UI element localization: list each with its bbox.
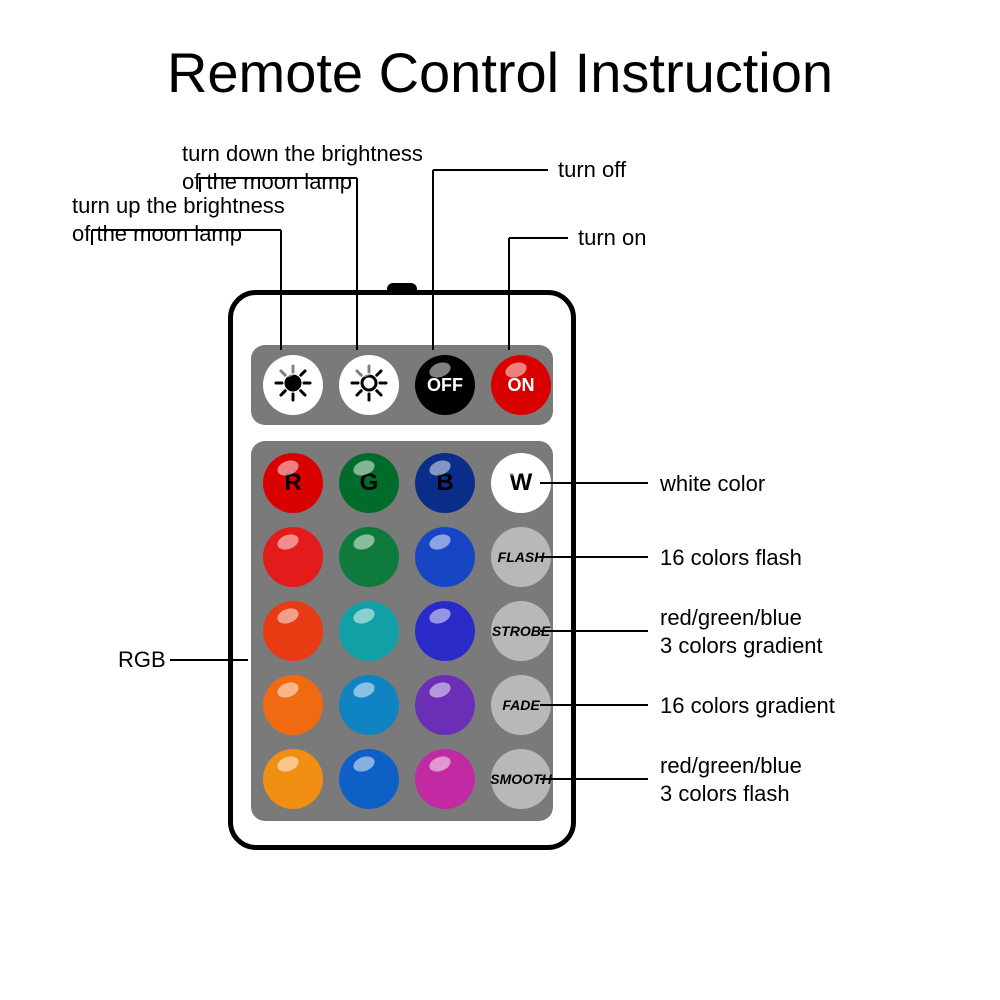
color-button[interactable]: [339, 601, 399, 661]
color-button[interactable]: [415, 601, 475, 661]
sun-down-icon: [350, 364, 388, 407]
callout-fade: 16 colors gradient: [660, 692, 835, 720]
strobe-button[interactable]: STROBE: [491, 601, 551, 661]
callout-flash: 16 colors flash: [660, 544, 802, 572]
sun-up-icon: [274, 364, 312, 407]
page-title: Remote Control Instruction: [0, 40, 1000, 105]
color-button[interactable]: [415, 675, 475, 735]
off-label: OFF: [427, 375, 463, 396]
b-button[interactable]: B: [415, 453, 475, 513]
r-button[interactable]: R: [263, 453, 323, 513]
ir-emitter: [387, 283, 417, 295]
color-button[interactable]: [339, 527, 399, 587]
w-button[interactable]: W: [491, 453, 551, 513]
brightness-down-button[interactable]: [339, 355, 399, 415]
fade-label: FADE: [502, 697, 539, 713]
color-button[interactable]: [263, 527, 323, 587]
color-button[interactable]: [415, 749, 475, 809]
callout-brightness-down: turn down the brightnessof the moon lamp: [182, 140, 462, 195]
callout-off: turn off: [558, 156, 626, 184]
callout-white: white color: [660, 470, 765, 498]
smooth-label: SMOOTH: [490, 771, 551, 787]
on-label: ON: [508, 375, 535, 396]
fade-button[interactable]: FADE: [491, 675, 551, 735]
off-button[interactable]: OFF: [415, 355, 475, 415]
g-label: G: [360, 469, 379, 497]
w-label: W: [510, 469, 533, 497]
color-button[interactable]: [263, 601, 323, 661]
g-button[interactable]: G: [339, 453, 399, 513]
callout-on: turn on: [578, 224, 647, 252]
color-button[interactable]: [263, 749, 323, 809]
color-button[interactable]: [339, 675, 399, 735]
callout-rgb: RGB: [118, 646, 166, 674]
callout-strobe: red/green/blue3 colors gradient: [660, 604, 823, 659]
remote-body: OFF ON R G B W FLASH STROBE FADE SMOOTH: [228, 290, 576, 850]
strobe-label: STROBE: [492, 623, 550, 639]
flash-label: FLASH: [498, 549, 545, 565]
color-button[interactable]: [263, 675, 323, 735]
callout-smooth: red/green/blue3 colors flash: [660, 752, 802, 807]
top-panel: OFF ON: [251, 345, 553, 425]
brightness-up-button[interactable]: [263, 355, 323, 415]
smooth-button[interactable]: SMOOTH: [491, 749, 551, 809]
r-label: R: [284, 469, 301, 497]
color-button[interactable]: [415, 527, 475, 587]
color-button[interactable]: [339, 749, 399, 809]
flash-button[interactable]: FLASH: [491, 527, 551, 587]
on-button[interactable]: ON: [491, 355, 551, 415]
b-label: B: [436, 469, 453, 497]
main-panel: R G B W FLASH STROBE FADE SMOOTH: [251, 441, 553, 821]
callout-brightness-up: turn up the brightnessof the moon lamp: [72, 192, 352, 247]
